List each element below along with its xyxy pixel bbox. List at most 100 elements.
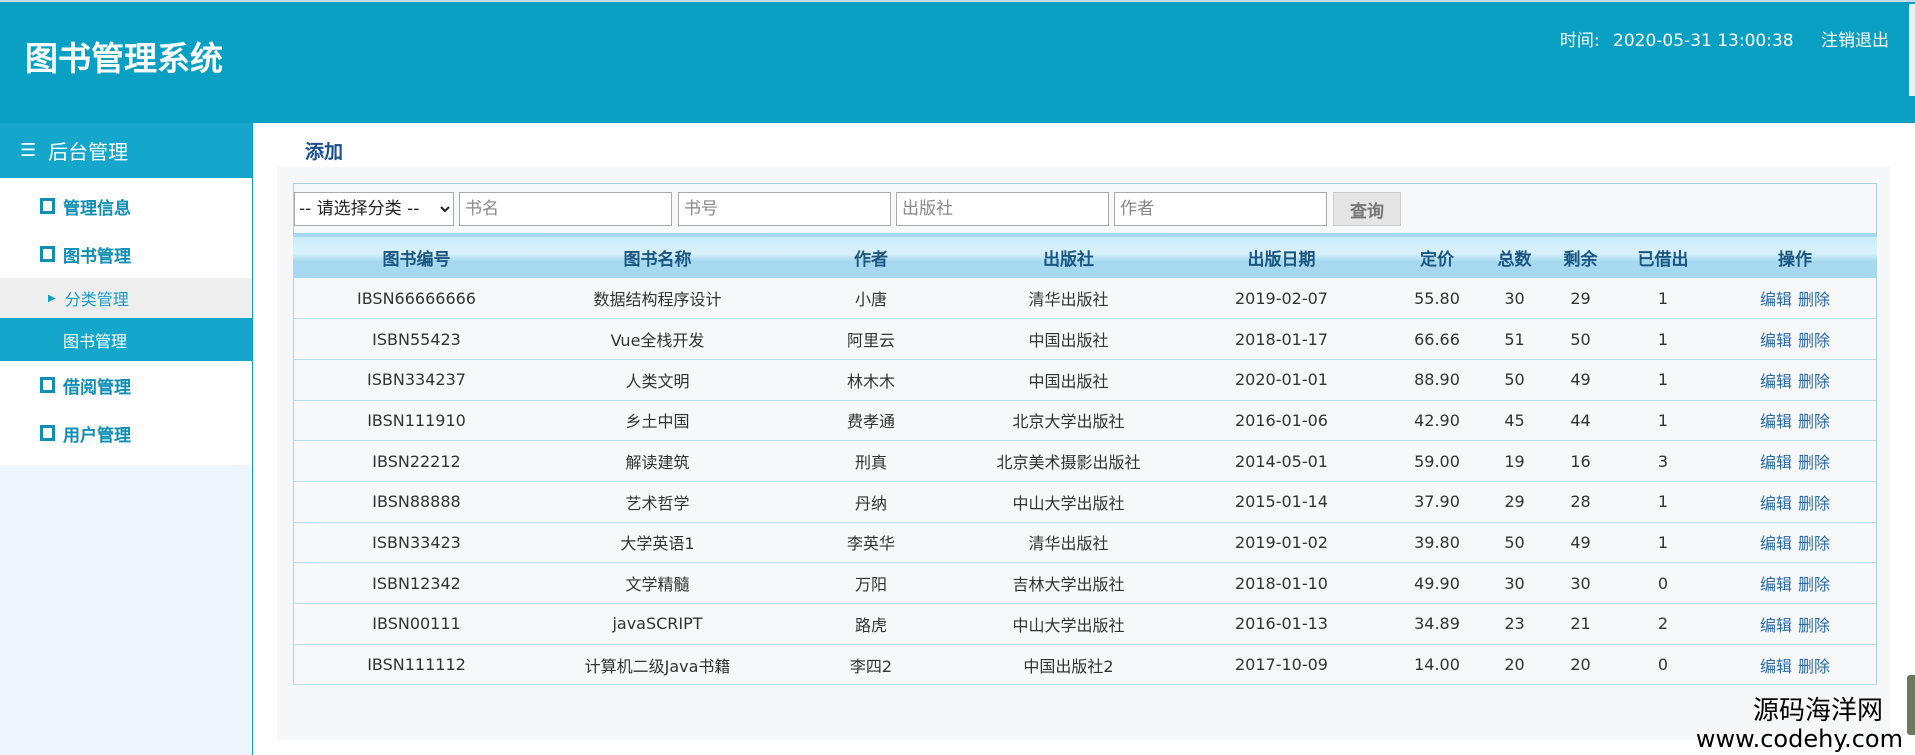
column-header: 操作 — [1713, 233, 1877, 278]
table-cell: 文学精髓 — [540, 562, 775, 604]
edit-link[interactable]: 编辑 — [1759, 493, 1792, 513]
table-row: ISBN55423 Vue全栈开发 阿里云 中国出版社 2018-01-17 66.66 5… — [293, 318, 1877, 360]
sidebar: ☰ 后台管理 管理信息 图书管理 ▶ 分类管理 图书管理 借阅管理 用户管理 — [0, 123, 253, 755]
table-cell: 19 — [1481, 440, 1548, 482]
delete-link[interactable]: 删除 — [1798, 534, 1831, 554]
sidebar-item-borrow[interactable]: 借阅管理 — [0, 361, 252, 409]
caret-right-icon: ▶ — [48, 292, 56, 304]
book-name-input[interactable] — [459, 192, 672, 226]
delete-link[interactable]: 删除 — [1798, 493, 1831, 513]
table-cell: 北京美术摄影出版社 — [967, 440, 1170, 482]
square-icon — [40, 198, 55, 214]
query-button[interactable]: 查询 — [1333, 192, 1401, 226]
table-row: ISBN12342 文学精髓 万阳 吉林大学出版社 2018-01-10 49.90 30 3… — [293, 562, 1877, 604]
square-icon — [40, 377, 55, 393]
table-cell: 吉林大学出版社 — [967, 562, 1170, 604]
table-cell: 乡土中国 — [540, 400, 775, 442]
add-link[interactable]: 添加 — [305, 141, 344, 163]
table-cell: 2016-01-06 — [1170, 400, 1393, 442]
header-info: 时间: 2020-05-31 13:00:38 注销退出 — [1538, 26, 1889, 51]
time-label: 时间: — [1559, 31, 1600, 51]
widget-handle[interactable] — [1907, 675, 1915, 735]
delete-link[interactable]: 删除 — [1798, 331, 1831, 351]
delete-link[interactable]: 删除 — [1798, 656, 1831, 676]
delete-link[interactable]: 删除 — [1798, 290, 1831, 310]
table-cell: 计算机二级Java书籍 — [540, 644, 775, 686]
table-cell: 20 — [1481, 644, 1548, 686]
scrollbar[interactable] — [1909, 4, 1915, 96]
sidebar-subitem-books[interactable]: 图书管理 — [0, 318, 252, 361]
list-icon: ☰ — [20, 140, 37, 161]
sidebar-subitem-category[interactable]: ▶ 分类管理 — [0, 278, 252, 318]
table-cell: 30 — [1548, 562, 1613, 604]
table-cell: 2018-01-10 — [1170, 562, 1393, 604]
edit-link[interactable]: 编辑 — [1759, 453, 1792, 473]
table-cell: 50 — [1548, 318, 1613, 360]
edit-link[interactable]: 编辑 — [1759, 331, 1792, 351]
sidebar-item-users[interactable]: 用户管理 — [0, 409, 252, 457]
sidebar-item-admin-info[interactable]: 管理信息 — [0, 182, 252, 230]
book-table: 图书编号 图书名称 作者 出版社 出版日期 定价 总数 剩余 已借出 操作 IBSN6666666… — [293, 233, 1877, 686]
column-header: 总数 — [1481, 233, 1548, 278]
edit-link[interactable]: 编辑 — [1759, 615, 1792, 635]
table-cell: 李英华 — [775, 522, 967, 564]
search-bar: -- 请选择分类 -- 查询 — [294, 192, 1876, 226]
edit-link[interactable]: 编辑 — [1759, 575, 1792, 595]
table-cell: 2016-01-13 — [1170, 603, 1393, 645]
table-row: IBSN111910 乡土中国 费孝通 北京大学出版社 2016-01-06 42.90 4… — [293, 400, 1877, 442]
table-cell: 0 — [1613, 562, 1713, 604]
actions-cell: 编辑 删除 — [1713, 562, 1877, 604]
delete-link[interactable]: 删除 — [1798, 575, 1831, 595]
publisher-input[interactable] — [896, 192, 1109, 226]
table-cell: Vue全栈开发 — [540, 318, 775, 360]
table-cell: 49.90 — [1393, 562, 1481, 604]
column-header: 图书名称 — [540, 233, 775, 278]
table-cell: 2017-10-09 — [1170, 644, 1393, 686]
edit-link[interactable]: 编辑 — [1759, 656, 1792, 676]
logout-link[interactable]: 注销退出 — [1821, 31, 1889, 51]
table-row: IBSN88888 艺术哲学 丹纳 中山大学出版社 2015-01-14 37.90 29 2… — [293, 481, 1877, 523]
table-cell: 数据结构程序设计 — [540, 278, 775, 320]
table-cell: 解读建筑 — [540, 440, 775, 482]
table-cell: 2 — [1613, 603, 1713, 645]
table-cell: 50 — [1481, 522, 1548, 564]
delete-link[interactable]: 删除 — [1798, 412, 1831, 432]
table-cell: 费孝通 — [775, 400, 967, 442]
top-header: 图书管理系统 时间: 2020-05-31 13:00:38 注销退出 — [0, 0, 1915, 123]
table-cell: 李四2 — [775, 644, 967, 686]
sidebar-item-book-management[interactable]: 图书管理 — [0, 230, 252, 278]
delete-link[interactable]: 删除 — [1798, 371, 1831, 391]
book-list-box: -- 请选择分类 -- 查询 图书编号图书名称作者出版社出版日期定价总数剩余已借… — [293, 183, 1877, 686]
table-cell: IBSN88888 — [293, 481, 540, 523]
table-cell: 42.90 — [1393, 400, 1481, 442]
table-cell: 1 — [1613, 318, 1713, 360]
actions-cell: 编辑 删除 — [1713, 603, 1877, 645]
table-cell: 2019-02-07 — [1170, 278, 1393, 320]
table-row: IBSN66666666 数据结构程序设计 小唐 清华出版社 2019-02-07 55.… — [293, 278, 1877, 320]
table-cell: 中国出版社2 — [967, 644, 1170, 686]
table-cell: 1 — [1613, 522, 1713, 564]
table-cell: 88.90 — [1393, 359, 1481, 401]
table-cell: ISBN334237 — [293, 359, 540, 401]
edit-link[interactable]: 编辑 — [1759, 412, 1792, 432]
actions-cell: 编辑 删除 — [1713, 440, 1877, 482]
edit-link[interactable]: 编辑 — [1759, 534, 1792, 554]
table-row: IBSN111112 计算机二级Java书籍 李四2 中国出版社2 2017-10-09… — [293, 644, 1877, 686]
table-cell: 66.66 — [1393, 318, 1481, 360]
edit-link[interactable]: 编辑 — [1759, 371, 1792, 391]
table-cell: 44 — [1548, 400, 1613, 442]
table-cell: ISBN33423 — [293, 522, 540, 564]
table-row: ISBN334237 人类文明 林木木 中国出版社 2020-01-01 88.90 50 4… — [293, 359, 1877, 401]
table-cell: 中国出版社 — [967, 359, 1170, 401]
table-cell: 55.80 — [1393, 278, 1481, 320]
table-cell: 中国出版社 — [967, 318, 1170, 360]
table-cell: 1 — [1613, 481, 1713, 523]
delete-link[interactable]: 删除 — [1798, 615, 1831, 635]
table-cell: 30 — [1481, 562, 1548, 604]
category-select[interactable]: -- 请选择分类 -- — [294, 192, 454, 226]
author-input[interactable] — [1114, 192, 1327, 226]
isbn-input[interactable] — [678, 192, 891, 226]
table-cell: 28 — [1548, 481, 1613, 523]
delete-link[interactable]: 删除 — [1798, 453, 1831, 473]
edit-link[interactable]: 编辑 — [1759, 290, 1792, 310]
